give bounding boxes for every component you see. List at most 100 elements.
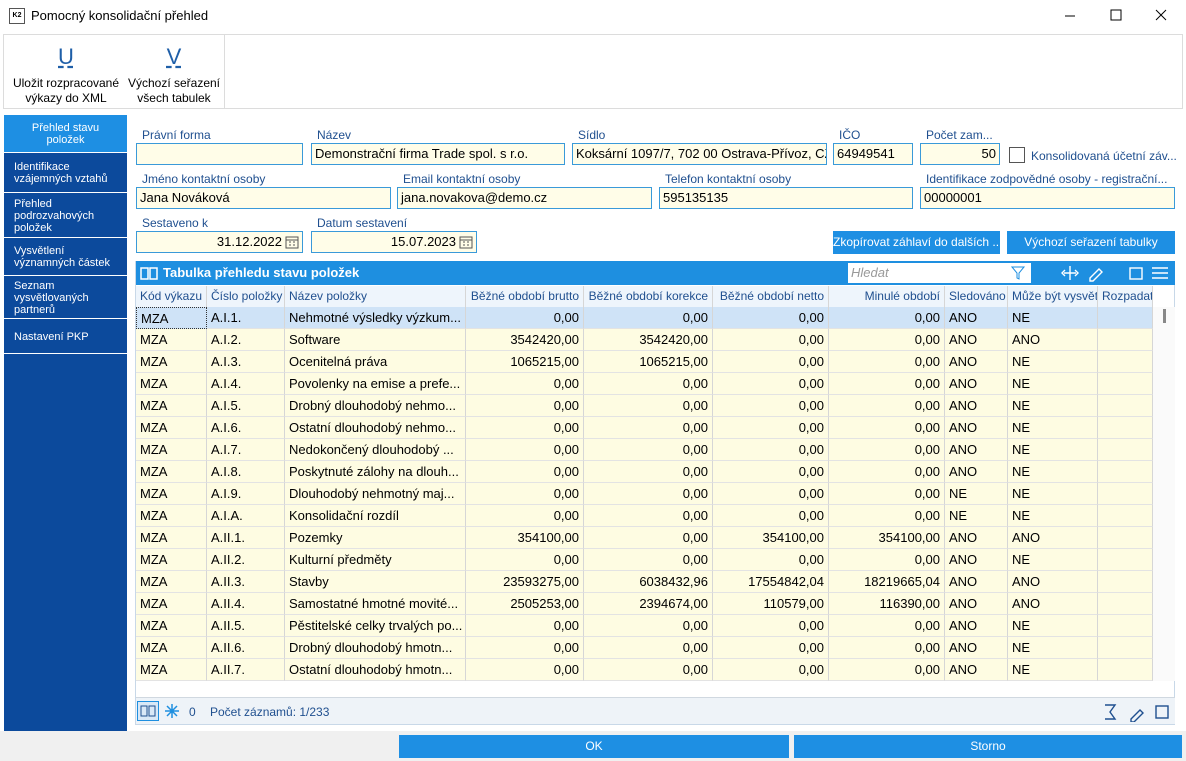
table-row[interactable]: MZA A.I.9. Dlouhodobý nehmotný maj... 0,00 0…: [136, 483, 1153, 505]
table-cell: MZA: [136, 505, 207, 527]
column-header[interactable]: Běžné období brutto: [466, 286, 584, 307]
column-header[interactable]: Běžné období korekce: [584, 286, 713, 307]
input[interactable]: jana.novakova@demo.cz: [397, 187, 652, 209]
book-toggle[interactable]: [137, 701, 159, 721]
column-header[interactable]: Název položky: [285, 286, 466, 307]
calendar-icon[interactable]: [459, 235, 473, 249]
table-cell: 0,00: [713, 329, 829, 351]
dialog-button[interactable]: Storno: [794, 735, 1182, 758]
table-cell: MZA: [136, 549, 207, 571]
table-cell: Stavby: [285, 571, 466, 593]
table-cell: [1098, 659, 1153, 681]
table-cell: 6038432,96: [584, 571, 713, 593]
table-row[interactable]: MZA A.I.3. Ocenitelná práva 1065215,00 10652…: [136, 351, 1153, 373]
table-cell: NE: [1008, 417, 1098, 439]
table-row[interactable]: MZA A.I.8. Poskytnuté zálohy na dlouh... 0,…: [136, 461, 1153, 483]
scroll-thumb[interactable]: [1163, 309, 1166, 323]
table-row[interactable]: MZA A.II.6. Drobný dlouhodobý hmotn... 0,00…: [136, 637, 1153, 659]
table-tools[interactable]: [1056, 264, 1175, 282]
table-cell: Drobný dlouhodobý hmotn...: [285, 637, 466, 659]
column-header[interactable]: Sledováno: [945, 286, 1008, 307]
table-cell: MZA: [136, 439, 207, 461]
toolbar-button[interactable]: U Uložit rozpracované výkazy do XML: [10, 40, 122, 106]
table-row[interactable]: MZA A.I.6. Ostatní dlouhodobý nehmo... 0,00…: [136, 417, 1153, 439]
input[interactable]: 595135135: [659, 187, 913, 209]
table-cell: 0,00: [466, 637, 584, 659]
window-controls[interactable]: [1050, 0, 1186, 32]
nav-label: Vysvětlení významných částek: [14, 245, 110, 269]
table-cell: MZA: [136, 571, 207, 593]
nav-item[interactable]: Identifikace vzájemných vztahů: [4, 154, 127, 193]
column-header[interactable]: Běžné období netto: [713, 286, 829, 307]
input[interactable]: 00000001: [920, 187, 1175, 209]
table-cell: 0,00: [713, 351, 829, 373]
table-cell: 0,00: [466, 615, 584, 637]
table-cell: NE: [945, 505, 1008, 527]
table-cell: A.II.2.: [207, 549, 285, 571]
input[interactable]: Demonstrační firma Trade spol. s r.o.: [311, 143, 565, 165]
table-row[interactable]: MZA A.I.4. Povolenky na emise a prefe... 0,…: [136, 373, 1153, 395]
table-cell: [1098, 615, 1153, 637]
input[interactable]: 64949541: [833, 143, 913, 165]
input[interactable]: 31.12.2022: [136, 231, 303, 253]
table-cell: NE: [1008, 351, 1098, 373]
column-header[interactable]: Číslo položky: [207, 286, 285, 307]
toolbar-button[interactable]: V Výchozí seřazení všech tabulek: [125, 40, 223, 106]
search-input[interactable]: Hledat: [848, 263, 1031, 283]
column-header[interactable]: Kód výkazu: [136, 286, 207, 307]
freeze-icon[interactable]: [164, 703, 180, 719]
table-row[interactable]: MZA A.II.7. Ostatní dlouhodobý hmotn... 0,0…: [136, 659, 1153, 681]
form-button[interactable]: Výchozí seřazení tabulky: [1007, 231, 1175, 254]
table-cell: ANO: [945, 571, 1008, 593]
table-cell: 0,00: [584, 505, 713, 527]
input[interactable]: Koksární 1097/7, 702 00 Ostrava-Přívoz, …: [572, 143, 827, 165]
calendar-icon[interactable]: [285, 235, 299, 249]
nav-item[interactable]: Přehled stavu položek: [4, 115, 127, 153]
field-label: Identifikace zodpovědné osoby - registra…: [926, 172, 1168, 186]
frozen-count: 0: [189, 705, 196, 719]
input[interactable]: [136, 143, 303, 165]
table-cell: 0,00: [829, 637, 945, 659]
table-row[interactable]: MZA A.II.2. Kulturní předměty 0,00 0,00 0,00 0…: [136, 549, 1153, 571]
dialog-button[interactable]: OK: [399, 735, 789, 758]
table-row[interactable]: MZA A.II.5. Pěstitelské celky trvalých po.…: [136, 615, 1153, 637]
input[interactable]: 50: [920, 143, 1000, 165]
table-cell: A.I.9.: [207, 483, 285, 505]
table-row[interactable]: MZA A.I.2. Software 3542420,00 3542420,00 0,0…: [136, 329, 1153, 351]
table-cell: 0,00: [584, 307, 713, 329]
input[interactable]: Jana Nováková: [136, 187, 391, 209]
form-button[interactable]: Zkopírovat záhlaví do dalších ...: [833, 231, 1000, 254]
table-row[interactable]: MZA A.I.1. Nehmotné výsledky výzkum... 0,00…: [136, 307, 1153, 329]
table-cell: 116390,00: [829, 593, 945, 615]
table-row[interactable]: MZA A.I.A. Konsolidační rozdíl 0,00 0,00 0,00…: [136, 505, 1153, 527]
column-header[interactable]: Může být vysvět: [1008, 286, 1098, 307]
table-cell: [1098, 417, 1153, 439]
table-row[interactable]: MZA A.II.4. Samostatné hmotné movité... 250…: [136, 593, 1153, 615]
table-cell: 2505253,00: [466, 593, 584, 615]
column-header[interactable]: Rozpadat: [1098, 286, 1153, 307]
nav-item[interactable]: Vysvětlení významných částek: [4, 239, 127, 276]
table-cell: ANO: [945, 417, 1008, 439]
table-row[interactable]: MZA A.II.1. Pozemky 354100,00 0,00 354100,00 3…: [136, 527, 1153, 549]
filter-icon[interactable]: [1011, 266, 1027, 280]
nav-item[interactable]: Seznam vysvětlovaných partnerů: [4, 277, 127, 319]
footer-tools[interactable]: [1101, 702, 1173, 722]
nav-item[interactable]: Přehled podrozvahových položek: [4, 194, 127, 238]
table-cell: 0,00: [713, 395, 829, 417]
table-cell: ANO: [1008, 527, 1098, 549]
checkbox[interactable]: [1009, 147, 1025, 163]
scrollbar[interactable]: [1153, 307, 1175, 681]
input[interactable]: 15.07.2023: [311, 231, 477, 253]
table-row[interactable]: MZA A.II.3. Stavby 23593275,00 6038432,96 175…: [136, 571, 1153, 593]
table-cell: 0,00: [584, 527, 713, 549]
table-cell: [1098, 461, 1153, 483]
table-row[interactable]: MZA A.I.5. Drobný dlouhodobý nehmo... 0,00 0…: [136, 395, 1153, 417]
nav-item[interactable]: Nastavení PKP: [4, 320, 127, 354]
table-cell: 0,00: [466, 417, 584, 439]
column-header[interactable]: Minulé období: [829, 286, 945, 307]
table-cell: 0,00: [713, 637, 829, 659]
table-cell: 0,00: [713, 615, 829, 637]
table-row[interactable]: MZA A.I.7. Nedokončený dlouhodobý ... 0,00 0…: [136, 439, 1153, 461]
table-cell: 0,00: [466, 659, 584, 681]
table-cell: A.I.5.: [207, 395, 285, 417]
